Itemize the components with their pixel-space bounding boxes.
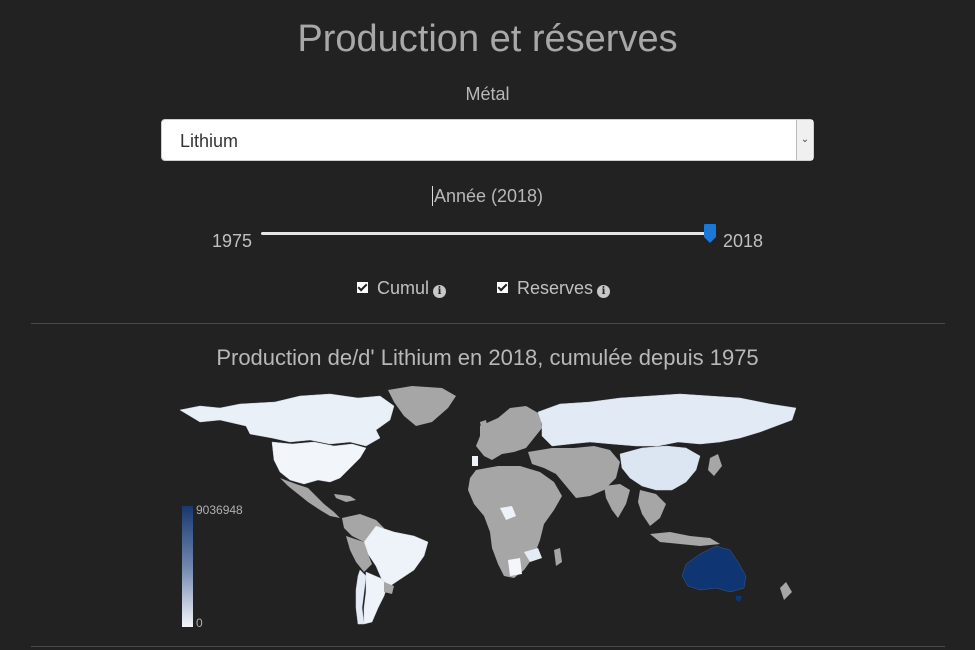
country-mexico[interactable] [280,478,340,518]
country-argentina[interactable] [363,571,389,625]
caribbean [334,494,356,502]
country-chile[interactable] [355,569,367,625]
country-portugal[interactable] [472,456,478,466]
country-zimbabwe[interactable] [524,548,542,562]
middle-east[interactable] [528,446,620,498]
country-china[interactable] [619,445,701,491]
country-australia[interactable] [681,545,747,593]
slider-max-label: 2018 [723,231,764,251]
slider-min-label: 1975 [212,231,253,251]
page-title: Production et réserves [297,18,678,60]
country-nigeria[interactable] [500,506,516,520]
legend-color-bar [182,506,193,627]
cumul-checkbox[interactable]: Cumul i [357,278,447,299]
checkbox-checked-icon[interactable] [497,282,508,293]
info-icon[interactable]: i [433,285,447,298]
divider [31,323,945,324]
legend-min-label: 0 [196,616,203,630]
reserves-checkbox[interactable]: Reserves i [497,278,611,299]
reserves-label: Reserves [517,278,594,298]
country-russia[interactable] [537,393,796,447]
legend-max-label: 9036948 [196,503,243,517]
chevron-down-icon[interactable]: ⌄ [796,120,813,160]
cumul-label: Cumul [377,278,430,298]
europe[interactable] [476,406,542,460]
country-madagascar[interactable] [554,548,562,566]
country-new-zealand[interactable] [780,582,792,600]
metal-select-value: Lithium [180,131,239,151]
country-canada[interactable] [180,393,395,447]
divider [31,646,945,647]
year-label-text: Année (2018) [433,186,544,206]
year-slider-thumb[interactable] [704,224,716,244]
text-cursor [431,186,433,206]
world-map[interactable] [180,386,796,630]
country-uruguay-paraguay[interactable] [384,582,394,594]
year-slider-track[interactable] [261,232,711,235]
country-dr-congo[interactable] [510,526,530,542]
indonesia[interactable] [650,532,720,546]
country-namibia[interactable] [508,558,522,576]
country-usa[interactable] [271,441,367,485]
info-icon[interactable]: i [597,285,611,298]
country-india[interactable] [604,484,630,518]
africa[interactable] [468,466,562,578]
map-title: Production de/d' Lithium en 2018, cumulé… [216,345,759,370]
country-japan[interactable] [708,454,722,476]
metal-select[interactable]: Lithium ⌄ [161,119,814,161]
country-uk[interactable] [480,420,488,432]
metal-label: Métal [465,84,510,104]
country-tasmania[interactable] [736,596,742,602]
year-label: Année (2018) [0,186,975,207]
southeast-asia[interactable] [638,490,666,526]
country-peru-bolivia[interactable] [346,536,372,572]
country-greenland[interactable] [388,386,456,426]
checkbox-checked-icon[interactable] [357,282,368,293]
